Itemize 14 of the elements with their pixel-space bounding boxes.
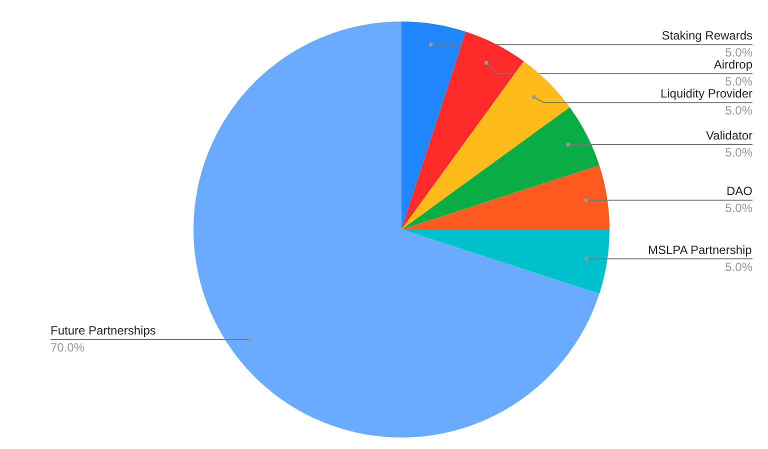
data-label: 5.0% — [725, 104, 753, 118]
slice-label: Validator — [706, 128, 753, 143]
slice-label: Liquidity Provider — [660, 86, 753, 101]
data-label: 5.0% — [725, 146, 753, 160]
slice-label: MSLPA Partnership — [648, 242, 752, 257]
slice-label: Airdrop — [714, 58, 753, 72]
data-label: 5.0% — [725, 74, 753, 89]
slice-label: Future Partnerships — [50, 324, 156, 338]
slice-label: DAO — [726, 184, 753, 198]
slice-label: Staking Rewards — [662, 28, 753, 43]
data-label: 5.0% — [725, 260, 753, 274]
data-label: 70.0% — [50, 340, 85, 355]
data-label: 5.0% — [725, 46, 753, 60]
data-label: 5.0% — [725, 201, 753, 216]
